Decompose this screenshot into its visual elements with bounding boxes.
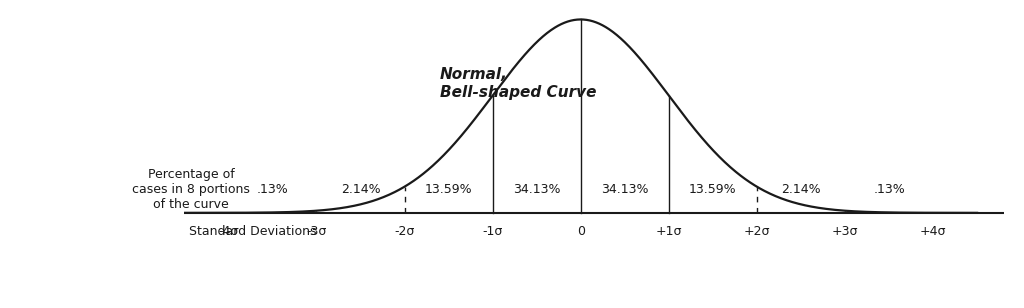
Text: 2.14%: 2.14% [781, 183, 820, 196]
Text: 13.59%: 13.59% [425, 183, 472, 196]
Text: 34.13%: 34.13% [513, 183, 560, 196]
Text: +4σ: +4σ [920, 225, 946, 238]
Text: -1σ: -1σ [482, 225, 503, 238]
Text: +3σ: +3σ [831, 225, 858, 238]
Text: +1σ: +1σ [655, 225, 682, 238]
Text: 13.59%: 13.59% [689, 183, 736, 196]
Text: -2σ: -2σ [394, 225, 415, 238]
Text: .13%: .13% [257, 183, 289, 196]
Text: +2σ: +2σ [743, 225, 770, 238]
Text: 2.14%: 2.14% [341, 183, 380, 196]
Text: 34.13%: 34.13% [601, 183, 648, 196]
Text: Normal,
Bell-shaped Curve: Normal, Bell-shaped Curve [439, 67, 596, 100]
Text: 0: 0 [577, 225, 585, 238]
Text: -4σ: -4σ [218, 225, 239, 238]
Text: -3σ: -3σ [306, 225, 327, 238]
Text: Percentage of
cases in 8 portions
of the curve: Percentage of cases in 8 portions of the… [132, 168, 250, 211]
Text: Standard Deviations: Standard Deviations [188, 225, 316, 238]
Text: .13%: .13% [873, 183, 905, 196]
